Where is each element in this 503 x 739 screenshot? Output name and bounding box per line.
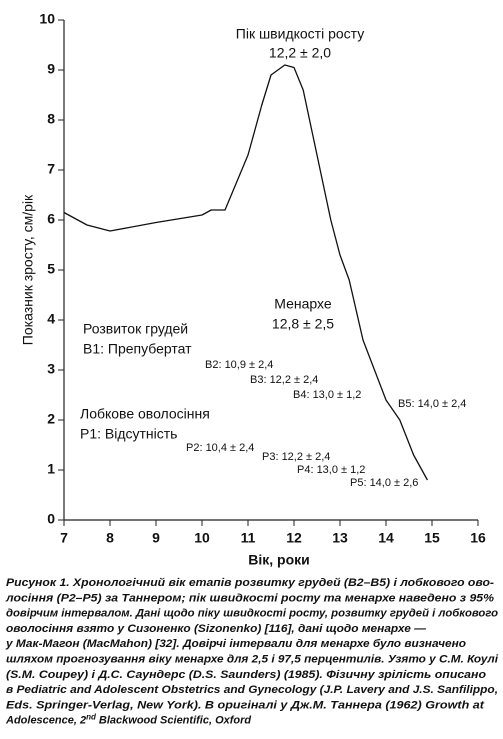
caption-line: довірчим інтервалом. Дані щодо піку швид…: [6, 608, 498, 620]
annotation: B4: 13,0 ± 1,2: [293, 389, 361, 401]
caption-line: оволосіння взято у Сизоненко (Sizonenko)…: [6, 623, 427, 635]
caption-line: Рисунок 1. Хронологічний вік етапів розв…: [6, 577, 494, 589]
annotation: B2: 10,9 ± 2,4: [205, 359, 273, 371]
x-axis-label: Вік, роки: [248, 552, 310, 568]
caption-line: лосіння (P2–P5) за Таннером; пік швидкос…: [5, 592, 494, 604]
y-axis-label: Показник зросту, см/рік: [20, 194, 36, 345]
x-tick-label: 9: [152, 530, 160, 546]
annotation: P2: 10,4 ± 2,4: [186, 442, 254, 454]
y-tick-label: 4: [47, 311, 55, 327]
y-tick-label: 2: [47, 411, 55, 427]
y-tick-label: 0: [47, 511, 55, 527]
caption-line: Eds. Springer-Verlag, New York). В оригі…: [6, 699, 486, 711]
y-tick-label: 6: [47, 211, 55, 227]
annotation: P5: 14,0 ± 2,6: [350, 477, 418, 489]
x-tick-label: 14: [378, 530, 394, 546]
annotation: Лобкове оволосіння: [80, 406, 210, 422]
y-tick-label: 8: [47, 111, 55, 127]
x-tick-label: 10: [194, 530, 210, 546]
caption-text: Adolescence, 2: [5, 715, 86, 727]
caption-line: шляхом прогнозування віку менархе для 2,…: [6, 654, 499, 666]
y-tick-label: 1: [47, 461, 55, 477]
caption-line: у Мак-Магон (MacMahon) [32]. Довірчі інт…: [5, 638, 466, 650]
x-tick-label: 13: [332, 530, 348, 546]
annotation: 12,8 ± 2,5: [272, 316, 334, 332]
annotation: B1: Препубертат: [83, 341, 192, 357]
y-tick-label: 7: [47, 161, 55, 177]
annotation: P3: 12,2 ± 2,4: [262, 451, 330, 463]
annotation: B5: 14,0 ± 2,4: [398, 398, 466, 410]
growth-line: [63, 64, 428, 481]
x-tick-label: 16: [470, 530, 486, 546]
caption-line: (S.M. Coupey) і Д.С. Саундерс (D.S. Saun…: [6, 669, 486, 681]
annotation: P1: Відсутність: [80, 426, 177, 442]
annotation: B3: 12,2 ± 2,4: [250, 374, 318, 386]
y-tick-label: 9: [47, 61, 55, 77]
y-tick-label: 3: [47, 361, 55, 377]
annotation: Розвиток грудей: [83, 321, 188, 337]
annotation: Менархе: [274, 296, 332, 312]
caption-sup: nd: [86, 713, 97, 722]
x-tick-label: 11: [241, 530, 256, 546]
annotation: P4: 13,0 ± 1,2: [297, 464, 365, 476]
caption-line: Adolescence, 2nd Blackwood Scientific, O…: [5, 713, 251, 727]
x-tick-label: 8: [106, 530, 114, 546]
y-tick-label: 10: [39, 11, 55, 27]
x-tick-label: 12: [286, 530, 302, 546]
x-tick-label: 7: [60, 530, 68, 546]
caption-line: в Pediatric and Adolescent Obstetrics an…: [6, 684, 498, 696]
caption-text: Blackwood Scientific, Oxford: [96, 715, 252, 727]
annotation: 12,2 ± 2,0: [269, 45, 331, 61]
y-tick-label: 5: [47, 261, 55, 277]
annotation: Пік швидкості росту: [236, 26, 364, 42]
x-tick-label: 15: [424, 530, 440, 546]
